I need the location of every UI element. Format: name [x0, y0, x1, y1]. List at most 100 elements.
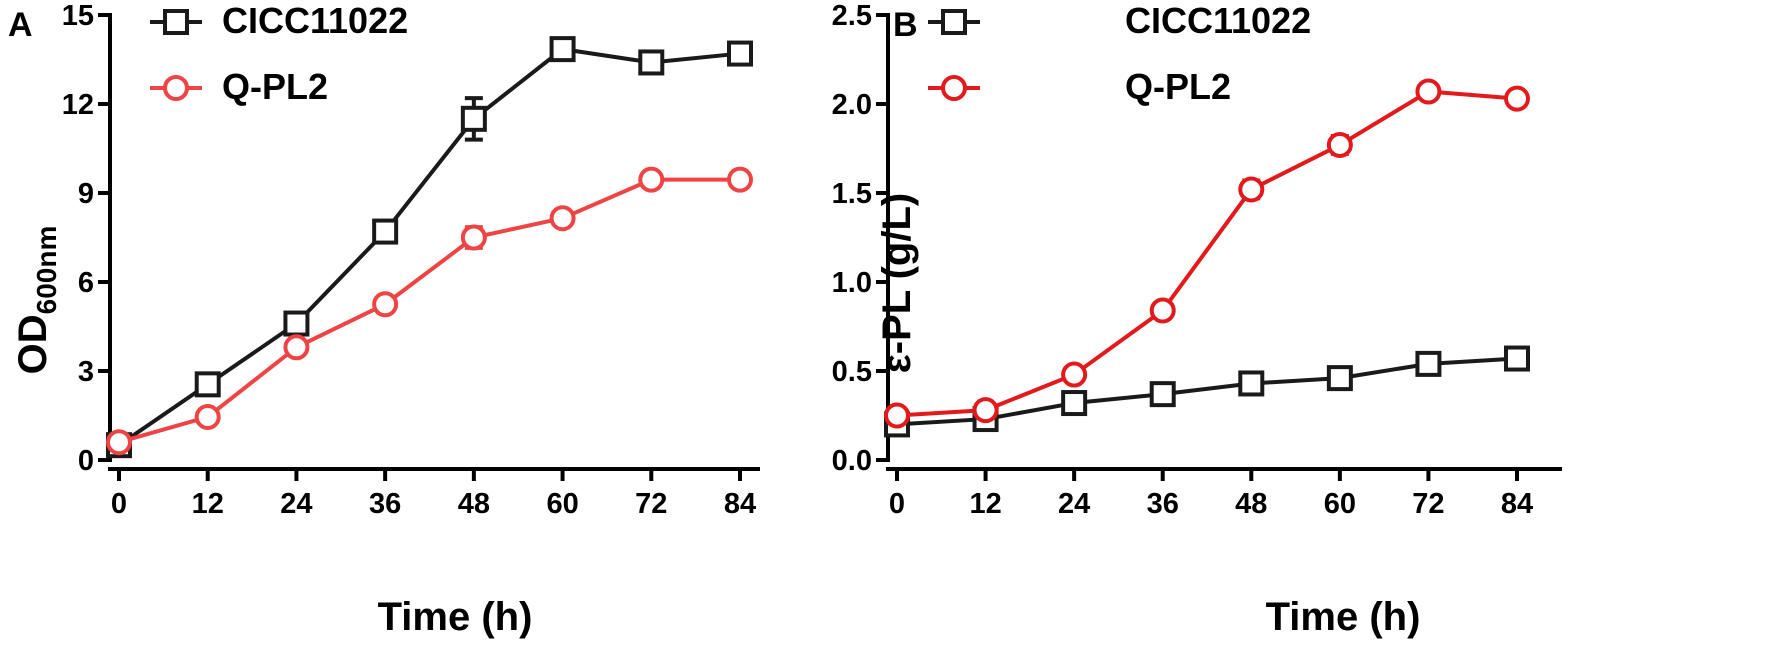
panel-a-data-point-q-pl2: [727, 166, 753, 193]
panel-b-x-tick-label: 24: [1058, 488, 1090, 520]
panel-b-legend-item-q-pl2: Q-PL2: [928, 66, 1231, 107]
panel-b-data-point-q-pl2: [1149, 297, 1176, 324]
panel-b-data-point-cicc11022: [1149, 381, 1176, 408]
panel-a-data-point-q-pl2: [106, 429, 132, 456]
panel-b-y-tick-label: 1.0: [832, 267, 872, 299]
panel-b: B ε-PL (g/L) Time (h) 0 12 24 36 48 60 72 84 0.…: [832, 0, 1562, 639]
panel-a-series-line-q-pl2: [118, 177, 740, 445]
panel-b-x-tick-label: 0: [889, 488, 905, 520]
panel-a-series-line-cicc11022: [117, 47, 741, 447]
panel-b-data-point-cicc11022: [1415, 350, 1442, 377]
panel-a-legend-item-cicc11022: CICC11022: [150, 0, 408, 41]
panel-b-data-point-cicc11022: [1238, 370, 1265, 397]
panel-a-data-point-cicc11022: [283, 310, 310, 337]
svg-text:OD600nm: OD600nm: [11, 226, 62, 375]
panel-a-x-tick-label: 36: [369, 488, 401, 520]
panel-b-data-point-cicc11022: [1504, 345, 1530, 372]
panel-a-series-q-pl2: [106, 166, 753, 456]
panel-b-legend: CICC11022 Q-PL2: [928, 0, 1311, 107]
panel-a-legend-symbol-q-pl2: [150, 75, 202, 101]
panel-b-data-point-q-pl2: [972, 397, 999, 424]
panel-a-data-point-q-pl2: [283, 334, 310, 361]
panel-a-data-point-q-pl2: [194, 403, 221, 430]
panel-b-series-q-pl2: [884, 78, 1530, 429]
panel-a-legend-label-cicc11022: CICC11022: [222, 0, 408, 41]
panel-a-series-cicc11022: [106, 36, 753, 459]
panel-b-data-point-cicc11022: [1061, 390, 1088, 417]
panel-b-data-point-cicc11022: [1326, 365, 1353, 392]
panel-a-x-tick-label: 60: [546, 488, 578, 520]
panel-a-legend-item-q-pl2: Q-PL2: [150, 66, 328, 107]
panel-b-x-tick-label: 36: [1147, 488, 1179, 520]
panel-b-x-tick-label: 48: [1235, 488, 1267, 520]
panel-a-y-tick-label: 6: [78, 267, 94, 299]
panel-a-data-point-cicc11022: [727, 40, 753, 67]
panel-a-data-point-q-pl2: [372, 291, 399, 318]
panel-b-label: B: [893, 6, 918, 44]
panel-b-data-point-q-pl2: [1061, 361, 1088, 388]
panel-a-y-tick-label: 3: [78, 356, 94, 388]
panel-b-data-point-q-pl2: [884, 402, 910, 429]
panel-a-data-point-q-pl2: [638, 166, 665, 193]
panel-a-x-tick-label: 72: [635, 488, 667, 520]
panel-a-x-tick-label: 0: [111, 488, 127, 520]
panel-a-x-tick-label: 84: [724, 488, 756, 520]
panel-b-x-tick-label: 84: [1501, 488, 1533, 520]
panel-a-legend-label-q-pl2: Q-PL2: [222, 66, 328, 107]
panel-a-y-tick-label: 9: [78, 178, 94, 210]
panel-a-label: A: [8, 6, 33, 44]
panel-b-y-ticks: 0.0 0.5 1.0 1.5 2.0 2.5: [832, 0, 888, 477]
panel-b-legend-symbol-cicc11022: [928, 9, 980, 35]
panel-a-y-tick-label: 0: [78, 445, 94, 477]
panel-b-series-line-cicc11022: [896, 356, 1518, 427]
panel-b-legend-marker: [941, 75, 967, 101]
panel-a-legend-marker: [163, 9, 189, 35]
panel-a-y-tick-label: 12: [62, 89, 94, 121]
panel-b-x-tick-label: 12: [969, 488, 1001, 520]
panel-b-y-tick-label: 1.5: [832, 178, 872, 210]
panel-a-data-point-cicc11022: [194, 371, 221, 398]
panel-b-data-point-q-pl2: [1504, 85, 1530, 112]
panel-b-legend-label-q-pl2: Q-PL2: [1125, 66, 1231, 107]
panel-a-legend-marker: [163, 75, 189, 101]
panel-a-y-ticks: 0 3 6 9 12 15: [62, 0, 110, 477]
panel-a-data-point-cicc11022: [549, 36, 576, 63]
panel-b-y-tick-label: 0.0: [832, 445, 872, 477]
panel-a-x-tick-label: 12: [192, 488, 224, 520]
panel-b-axes: [886, 13, 1562, 471]
panel-a-series: [106, 36, 753, 459]
panel-b-legend-marker: [941, 9, 967, 35]
panel-a-x-tick-label: 24: [280, 488, 312, 520]
panel-b-data-point-q-pl2: [1415, 78, 1442, 105]
panel-a-y-axis-title: OD600nm: [11, 226, 62, 375]
panel-b-series-line-q-pl2: [896, 89, 1518, 418]
panel-b-series: [884, 78, 1530, 438]
panel-b-x-tick-label: 72: [1412, 488, 1444, 520]
panel-b-y-tick-label: 2.5: [832, 0, 872, 32]
panel-a: A OD600nm Time (h) 0 12 24 36 48 60 72 84 03691…: [8, 0, 760, 639]
panel-a-x-tick-label: 48: [458, 488, 490, 520]
panel-a-x-ticks: 0 12 24 36 48 60 72 84: [111, 469, 756, 520]
panel-a-data-point-cicc11022: [372, 218, 399, 245]
panel-a-y-tick-label: 15: [62, 0, 94, 32]
panel-b-y-tick-label: 2.0: [832, 89, 872, 121]
panel-b-data-point-q-pl2: [1326, 131, 1353, 158]
panel-b-data-point-q-pl2: [1238, 176, 1265, 203]
panel-a-legend-symbol-cicc11022: [150, 9, 202, 35]
panel-a-data-point-q-pl2: [549, 205, 576, 232]
panel-a-legend: CICC11022 Q-PL2: [150, 0, 408, 107]
panel-b-legend-item-cicc11022: CICC11022: [928, 0, 1311, 41]
panel-b-x-tick-label: 60: [1324, 488, 1356, 520]
panel-a-data-point-cicc11022: [460, 105, 487, 132]
panel-a-data-point-cicc11022: [638, 49, 665, 76]
panel-a-axes: [108, 13, 760, 471]
panel-b-x-ticks: 0 12 24 36 48 60 72 84: [889, 469, 1533, 520]
panel-a-x-axis-title: Time (h): [378, 595, 533, 639]
panel-a-y-axis-title-subscript: 600nm: [31, 226, 62, 315]
panel-b-legend-symbol-q-pl2: [928, 75, 980, 101]
panel-a-data-point-q-pl2: [460, 224, 487, 251]
panel-b-y-tick-label: 0.5: [832, 356, 872, 388]
panel-a-y-axis-title-main: OD: [11, 314, 55, 374]
panel-b-x-axis-title: Time (h): [1266, 595, 1421, 639]
